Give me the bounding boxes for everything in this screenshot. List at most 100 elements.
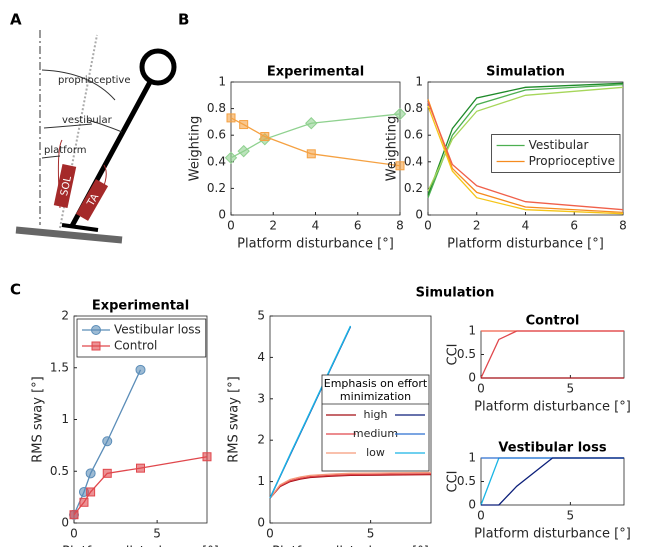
y-tick-label: 0.8 xyxy=(207,101,226,115)
group-title: Simulation xyxy=(416,286,495,301)
axes-frame xyxy=(231,82,400,215)
platform-shape xyxy=(16,230,122,240)
data-point xyxy=(307,150,315,158)
legend-label: Vestibular loss xyxy=(114,323,201,337)
y-tick-label: 1 xyxy=(468,324,476,338)
y-tick-label: 0.4 xyxy=(404,154,423,168)
x-tick-label: 6 xyxy=(570,219,578,233)
chart-title: Vestibular loss xyxy=(498,441,606,456)
data-point xyxy=(103,437,112,446)
x-tick-label: 4 xyxy=(312,219,320,233)
diagram-label: platform xyxy=(44,145,87,156)
legend-title: Emphasis on effort minimization xyxy=(322,377,429,403)
y-tick-label: 0.2 xyxy=(207,181,226,195)
axes-frame xyxy=(481,458,624,505)
y-tick-label: 0 xyxy=(468,371,476,385)
x-axis-label: Platform disturbance [°] xyxy=(237,237,394,252)
x-tick-label: 0 xyxy=(266,527,274,541)
y-axis-label: Weighting xyxy=(385,116,400,181)
x-tick-label: 4 xyxy=(522,219,530,233)
y-tick-label: 0.2 xyxy=(404,181,423,195)
y-axis-label: RMS sway [°] xyxy=(31,376,46,462)
y-tick-label: 5 xyxy=(257,309,265,323)
x-tick-label: 8 xyxy=(619,219,627,233)
legend: Vestibular Proprioceptive xyxy=(492,135,620,173)
x-axis-label: Platform disturbance [°] xyxy=(474,527,631,542)
data-point xyxy=(136,365,145,374)
y-tick-label: 0 xyxy=(415,208,423,222)
y-tick-label: 0.6 xyxy=(207,128,226,142)
y-tick-label: 0 xyxy=(61,516,69,530)
foot xyxy=(62,225,98,230)
chart-title: Experimental xyxy=(267,65,364,80)
data-point xyxy=(261,133,269,141)
y-tick-label: 0.4 xyxy=(207,154,226,168)
legend-marker xyxy=(92,326,101,335)
legend-label: Control xyxy=(114,339,157,353)
data-point xyxy=(227,114,235,122)
x-tick-label: 5 xyxy=(367,527,375,541)
y-tick-label: 0 xyxy=(257,516,265,530)
x-tick-label: 0 xyxy=(424,219,432,233)
panel-letter: B xyxy=(178,11,189,29)
x-tick-label: 6 xyxy=(354,219,362,233)
y-tick-label: 1.5 xyxy=(50,360,69,374)
y-tick-label: 1 xyxy=(257,474,265,488)
figure: A B C Simulation proprioceptive vestibul… xyxy=(0,0,651,547)
y-axis-label: CCI xyxy=(446,471,461,493)
x-tick-label: 2 xyxy=(473,219,481,233)
y-tick-label: 3 xyxy=(257,391,265,405)
data-point xyxy=(80,498,88,506)
chart-title: Simulation xyxy=(486,65,565,80)
data-point xyxy=(103,469,111,477)
y-axis-label: RMS sway [°] xyxy=(227,376,242,462)
y-tick-label: 0.5 xyxy=(50,464,69,478)
diagram: proprioceptive vestibular platform SOL T… xyxy=(16,30,174,240)
y-tick-label: 1 xyxy=(61,412,69,426)
y-axis-label: CCI xyxy=(446,344,461,366)
x-tick-label: 0 xyxy=(477,509,485,523)
x-tick-label: 0 xyxy=(70,527,78,541)
x-tick-label: 0 xyxy=(227,219,235,233)
head xyxy=(142,51,174,83)
data-point xyxy=(86,469,95,478)
chart: A B C Simulation proprioceptive vestibul… xyxy=(0,0,651,547)
x-axis-label: Platform disturbance [°] xyxy=(447,237,604,252)
x-tick-label: 5 xyxy=(153,527,161,541)
panel-letter: C xyxy=(10,281,21,299)
diagram-label: vestibular xyxy=(62,115,113,126)
legend-label: Proprioceptive xyxy=(529,154,615,168)
legend: Vestibular loss Control xyxy=(77,319,206,357)
y-axis-label: Weighting xyxy=(188,116,203,181)
y-tick-label: 0 xyxy=(468,498,476,512)
y-tick-label: 0.8 xyxy=(404,101,423,115)
data-point xyxy=(70,511,78,519)
x-tick-label: 5 xyxy=(567,509,575,523)
data-point xyxy=(137,464,145,472)
x-axis-label: Platform disturbance [°] xyxy=(474,400,631,415)
legend-marker xyxy=(92,342,100,350)
x-tick-label: 0 xyxy=(477,382,485,396)
chart-title: Control xyxy=(526,314,580,329)
x-tick-label: 5 xyxy=(567,382,575,396)
legend-label: low xyxy=(366,446,385,459)
chart-title: Experimental xyxy=(92,299,189,314)
y-tick-label: 1 xyxy=(468,451,476,465)
data-point xyxy=(203,453,211,461)
legend-label: high xyxy=(364,408,388,421)
diagram-label: proprioceptive xyxy=(58,75,130,86)
legend-label: medium xyxy=(353,427,398,440)
legend-label: Vestibular xyxy=(529,138,589,152)
y-tick-label: 4 xyxy=(257,350,265,364)
y-tick-label: 2 xyxy=(61,309,69,323)
y-tick-label: 1 xyxy=(218,75,226,89)
y-tick-label: 0 xyxy=(218,208,226,222)
panel-letter: A xyxy=(10,11,22,29)
data-point xyxy=(240,121,248,129)
y-tick-label: 0.6 xyxy=(404,128,423,142)
x-tick-label: 8 xyxy=(396,219,404,233)
data-point xyxy=(87,488,95,496)
x-tick-label: 2 xyxy=(269,219,277,233)
y-tick-label: 2 xyxy=(257,433,265,447)
y-tick-label: 1 xyxy=(415,75,423,89)
